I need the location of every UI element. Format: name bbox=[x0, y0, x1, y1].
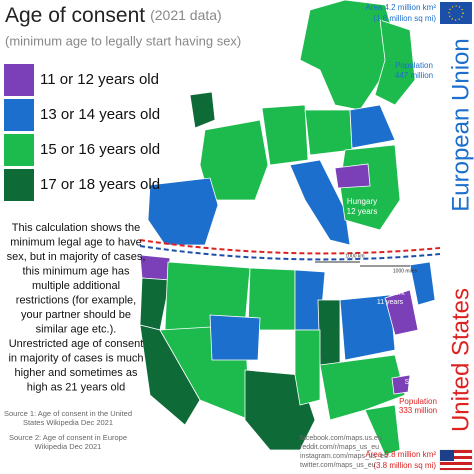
sc-age: 11 years bbox=[409, 388, 436, 395]
note-line: minimum legal age to have bbox=[10, 236, 141, 248]
eu-stars bbox=[448, 5, 464, 21]
region bbox=[209, 314, 261, 361]
eu-area: Area 4.2 million km² bbox=[365, 3, 436, 12]
note-line: this minimum age has bbox=[23, 265, 130, 277]
source-line: Wikipedia Dec 2021 bbox=[35, 442, 102, 451]
title: Age of consent (2021 data) bbox=[5, 4, 222, 27]
legend-swatch bbox=[4, 99, 34, 131]
source-line: Source 1: Age of consent in the United bbox=[4, 409, 132, 418]
usa-map bbox=[139, 254, 436, 456]
us-area: Area 9.8 million km² bbox=[365, 450, 436, 459]
year-note: (2021 data) bbox=[150, 7, 222, 23]
region bbox=[189, 91, 216, 129]
us-name: United States bbox=[447, 288, 474, 432]
region bbox=[364, 404, 401, 456]
sources: Source 1: Age of consent in the UnitedSt… bbox=[4, 409, 132, 451]
scale-mi: 1000 miles bbox=[393, 268, 418, 274]
region bbox=[334, 163, 371, 189]
source-line: Source 2: Age of consent in Europe bbox=[9, 433, 127, 442]
legend-swatch bbox=[4, 169, 34, 201]
region bbox=[391, 374, 411, 395]
us-population-label: Population bbox=[399, 397, 437, 406]
scale-km: 1000 km bbox=[345, 253, 364, 259]
us-flag bbox=[439, 449, 473, 471]
legend-label: 17 or 18 years old bbox=[40, 176, 160, 193]
note-line: your partner should be bbox=[21, 309, 131, 321]
region bbox=[199, 119, 269, 201]
subtitle: (minimum age to legally start having sex… bbox=[5, 33, 241, 48]
note: This calculation shows the minimum legal … bbox=[7, 222, 146, 394]
hungary-label: Hungary bbox=[347, 197, 377, 206]
note-line: similar age etc.). bbox=[36, 323, 117, 335]
legend-label: 15 or 16 years old bbox=[40, 141, 160, 158]
eu-population-label: Population bbox=[395, 61, 433, 70]
ny-label: New York bbox=[375, 290, 405, 297]
legend-label: 11 or 12 years old bbox=[40, 71, 159, 88]
us-area-mi: (3.8 million sq mi) bbox=[373, 461, 436, 470]
region bbox=[349, 104, 396, 149]
region bbox=[319, 354, 406, 421]
europe-map bbox=[147, 0, 416, 246]
region bbox=[139, 324, 201, 426]
credit: instagram.com/maps_us_eu bbox=[300, 453, 388, 460]
separator bbox=[139, 245, 441, 261]
sc-label: S. Carolina bbox=[405, 379, 440, 386]
credit: twitter.com/maps_us_eu bbox=[300, 462, 376, 469]
region bbox=[304, 109, 353, 156]
region bbox=[409, 261, 436, 306]
credit: reddit.com/r/maps_us_eu bbox=[300, 444, 379, 451]
eu-flag bbox=[440, 2, 472, 24]
legend-swatch bbox=[4, 64, 34, 96]
region bbox=[261, 104, 309, 166]
region bbox=[339, 294, 396, 361]
eu-area-mi: (1.6 million sq mi) bbox=[373, 14, 436, 23]
note-line: higher and sometimes as bbox=[15, 367, 138, 379]
hungary-age: 12 years bbox=[347, 207, 378, 216]
title-text: Age of consent bbox=[5, 4, 145, 27]
note-line: Unrestricted age of consent bbox=[9, 338, 144, 350]
source-line: States Wikipedia Dec 2021 bbox=[23, 418, 113, 427]
region bbox=[317, 299, 341, 366]
note-line: This calculation shows the bbox=[12, 222, 140, 234]
region bbox=[384, 289, 419, 336]
legend-swatch bbox=[4, 134, 34, 166]
us-population: 333 million bbox=[399, 406, 437, 415]
note-line: high as 21 years old bbox=[27, 381, 125, 393]
note-line: sex, but in majority of cases, bbox=[7, 251, 146, 263]
region bbox=[374, 19, 416, 106]
legend: 11 or 12 years old 13 or 14 years old 15 o… bbox=[4, 64, 160, 201]
region bbox=[299, 0, 396, 111]
note-line: restrictions (for example, bbox=[16, 294, 136, 306]
note-line: multiple additional bbox=[32, 280, 120, 292]
ny-age: 11 years bbox=[377, 299, 404, 306]
credit: facebook.com/maps.us.eu bbox=[300, 435, 382, 442]
region bbox=[294, 329, 321, 406]
legend-label: 13 or 14 years old bbox=[40, 106, 160, 123]
region bbox=[289, 159, 351, 246]
eu-population: 447 million bbox=[395, 71, 433, 80]
credits: facebook.com/maps.us.eu reddit.com/r/maps… bbox=[300, 435, 388, 469]
note-line: in majority of cases is much bbox=[8, 352, 143, 364]
eu-name: European Union bbox=[447, 38, 474, 211]
region bbox=[147, 177, 219, 246]
